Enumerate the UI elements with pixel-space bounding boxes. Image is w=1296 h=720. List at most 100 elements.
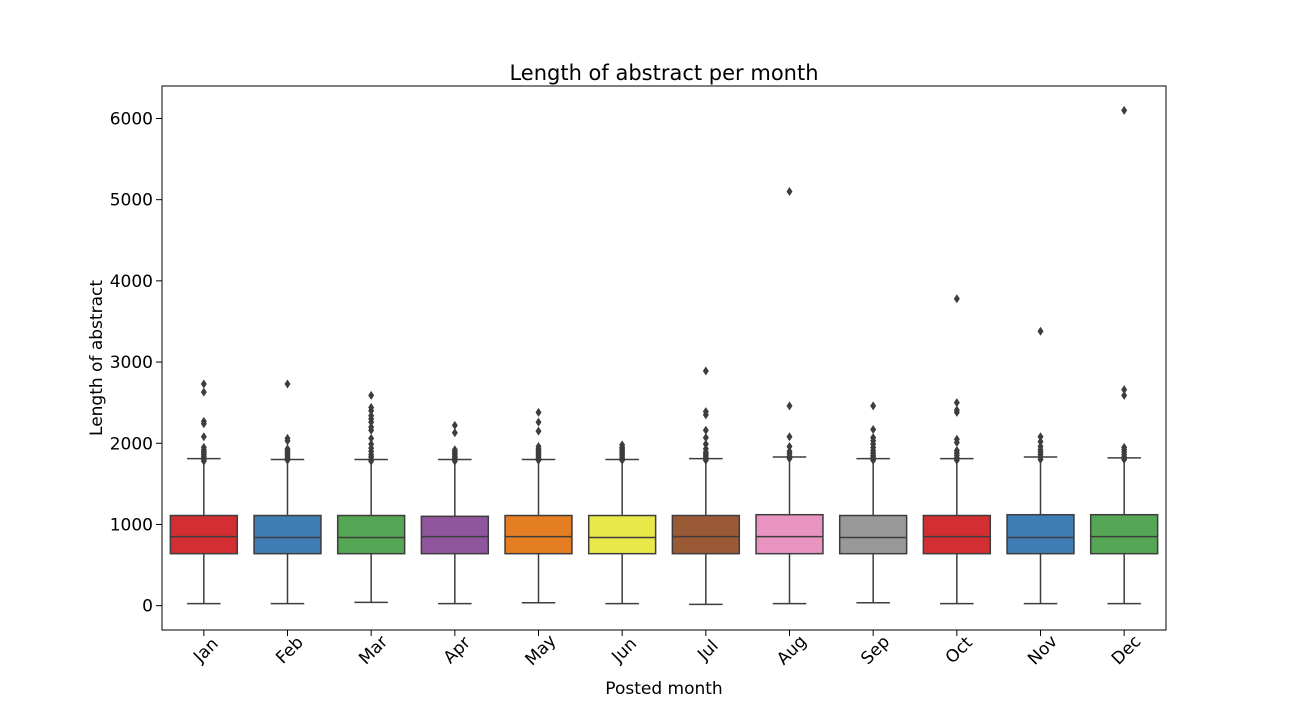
outlier-point xyxy=(535,442,542,452)
box-aug xyxy=(755,187,824,605)
outlier-point xyxy=(786,442,793,452)
x-tick-label: Dec xyxy=(1108,632,1145,669)
y-tick-label: 6000 xyxy=(110,109,153,129)
outlier-point xyxy=(953,398,960,408)
outlier-point xyxy=(1121,385,1128,395)
x-tick-label: Jan xyxy=(189,634,222,667)
outlier-point xyxy=(1037,442,1044,452)
y-tick-label: 3000 xyxy=(110,353,153,373)
box-mar xyxy=(336,390,406,604)
x-axis: Jan Feb Mar Apr May Jun Jul Aug Sep Oct Nov Dec xyxy=(189,630,1145,670)
outlier-point xyxy=(619,440,626,450)
outlier-point xyxy=(451,445,458,455)
outlier-point xyxy=(702,407,709,417)
outlier-point xyxy=(368,390,375,400)
outlier-point xyxy=(200,432,207,442)
outlier-point xyxy=(200,442,207,452)
x-tick-label: Nov xyxy=(1024,632,1062,670)
iqr-box xyxy=(1089,513,1159,555)
outlier-point xyxy=(702,444,709,454)
outlier-point xyxy=(368,433,375,443)
box-series xyxy=(169,105,1159,606)
box-oct xyxy=(922,294,992,605)
x-tick-label: May xyxy=(521,631,560,670)
x-tick-label: Mar xyxy=(355,632,392,669)
outlier-point xyxy=(284,444,291,454)
outlier-point xyxy=(870,424,877,434)
outlier-point xyxy=(451,428,458,438)
outlier-point xyxy=(953,434,960,444)
outlier-point xyxy=(786,432,793,442)
y-tick-label: 1000 xyxy=(110,515,153,535)
outlier-point xyxy=(535,407,542,417)
outlier-point xyxy=(200,416,207,426)
outlier-point xyxy=(368,411,375,421)
outlier-point xyxy=(1037,432,1044,442)
x-tick-label: Oct xyxy=(942,633,977,668)
outlier-point xyxy=(870,433,877,443)
box-jul xyxy=(671,366,741,606)
outlier-point xyxy=(702,433,709,443)
outlier-point xyxy=(368,422,375,432)
outlier-point xyxy=(1121,442,1128,452)
y-tick-label: 5000 xyxy=(110,191,153,211)
y-axis: 0 1000 2000 3000 4000 5000 6000 xyxy=(110,109,162,617)
outlier-point xyxy=(1121,105,1128,115)
x-tick-label: Feb xyxy=(272,633,307,668)
iqr-box xyxy=(169,514,239,555)
iqr-box xyxy=(587,514,657,555)
chart-title: Length of abstract per month xyxy=(509,61,818,85)
outlier-point xyxy=(368,439,375,449)
y-tick-label: 0 xyxy=(142,597,153,617)
x-tick-label: Jul xyxy=(693,636,722,665)
outlier-point xyxy=(1037,326,1044,336)
outlier-point xyxy=(953,405,960,415)
x-tick-label: Apr xyxy=(440,633,475,668)
iqr-box xyxy=(1006,513,1075,555)
x-tick-label: Sep xyxy=(857,632,894,669)
box-jun xyxy=(587,440,657,605)
outlier-point xyxy=(200,387,207,397)
iqr-box xyxy=(755,513,824,555)
iqr-box xyxy=(336,514,406,555)
iqr-box xyxy=(671,514,741,555)
y-axis-label: Length of abstract xyxy=(87,280,107,436)
outlier-point xyxy=(1121,390,1128,400)
outlier-point xyxy=(535,417,542,427)
iqr-box xyxy=(420,515,490,555)
iqr-box xyxy=(504,514,573,555)
outlier-point xyxy=(284,379,291,389)
box-dec xyxy=(1089,105,1159,605)
outlier-point xyxy=(786,187,793,197)
x-tick-label: Jun xyxy=(607,634,641,668)
box-sep xyxy=(838,401,908,604)
box-jan xyxy=(169,379,239,605)
iqr-box xyxy=(838,514,908,555)
outlier-point xyxy=(702,366,709,376)
iqr-box xyxy=(922,514,992,555)
y-tick-label: 4000 xyxy=(110,272,153,292)
iqr-box xyxy=(253,514,322,555)
outlier-point xyxy=(953,446,960,456)
outlier-point xyxy=(200,379,207,389)
box-may xyxy=(504,407,573,604)
outlier-point xyxy=(368,403,375,413)
outlier-point xyxy=(702,425,709,435)
outlier-point xyxy=(702,439,709,449)
box-nov xyxy=(1006,326,1075,605)
outlier-point xyxy=(870,401,877,411)
outlier-point xyxy=(786,401,793,411)
outlier-point xyxy=(1037,437,1044,447)
outlier-point xyxy=(451,420,458,430)
outlier-point xyxy=(535,426,542,436)
box-apr xyxy=(420,420,490,605)
outlier-point xyxy=(786,446,793,456)
x-axis-label: Posted month xyxy=(605,679,722,699)
y-tick-label: 2000 xyxy=(110,434,153,454)
outlier-point xyxy=(953,294,960,304)
outlier-point xyxy=(284,433,291,443)
x-tick-label: Aug xyxy=(773,632,811,670)
plot-area-frame xyxy=(161,85,1167,631)
box-feb xyxy=(253,379,322,605)
